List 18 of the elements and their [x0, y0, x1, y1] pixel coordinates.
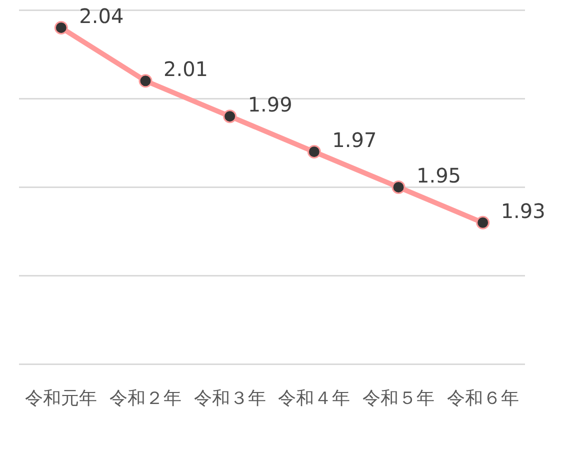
x-tick-label: 令和６年 [446, 388, 519, 409]
x-tick-label: 令和４年 [278, 388, 350, 409]
x-tick-label: 令和元年 [25, 388, 98, 409]
x-tick-label: 令和５年 [362, 388, 434, 409]
point [307, 145, 321, 159]
data-label: 2.01 [164, 57, 208, 82]
data-label: 2.04 [79, 4, 124, 28]
data-label: 1.95 [416, 163, 462, 188]
point [138, 74, 152, 88]
data-label: 1.93 [500, 198, 546, 223]
point [476, 216, 490, 230]
point [223, 110, 237, 124]
point [54, 20, 68, 34]
data-label: 1.99 [248, 92, 292, 117]
point [392, 180, 406, 194]
data-label: 1.97 [332, 128, 377, 152]
x-tick-label: 令和２年 [110, 388, 182, 409]
x-tick-label: 令和３年 [194, 388, 266, 409]
